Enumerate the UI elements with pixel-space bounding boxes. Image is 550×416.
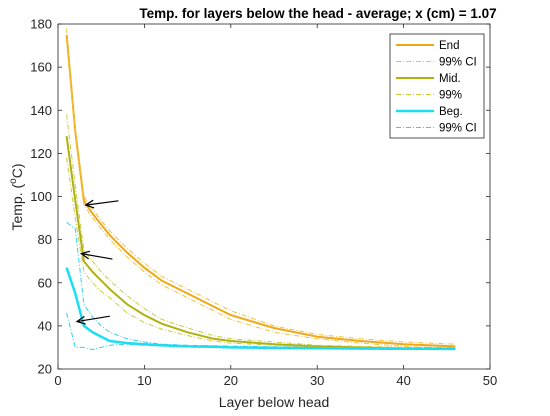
y-tick-label-3: 80 [38,232,52,247]
x-tick-label-2: 20 [224,373,238,388]
legend-item-2: Mid. [396,73,461,85]
legend-label-0: End [439,40,459,52]
y-tick-label-6: 140 [30,103,52,118]
legend-item-0: End [396,40,459,52]
x-tick-label-3: 30 [310,373,324,388]
series-line-0 [65,34,456,348]
annotation-group [75,199,119,325]
y-axis-label-prefix: Temp. ( [9,184,25,231]
legend-item-3: 99% [396,90,462,102]
legend-label-5: 99% CI [439,123,477,135]
annotation-arrow-2 [75,315,110,325]
y-tick-label-7: 160 [30,60,52,75]
legend-label-2: Mid. [439,73,461,85]
legend-items: End 99% CI Mid. 99% Beg. 99% CI [396,40,477,135]
y-tick-label-2: 60 [38,275,52,290]
series-line-3 [65,135,456,350]
series-line-8 [66,312,456,351]
legend-item-1: 99% CI [396,57,477,69]
annotation-arrow-0 [84,199,119,209]
y-tick-label-4: 100 [30,189,52,204]
series-line-2 [66,41,456,349]
x-axis-ticks: 0 10 20 30 40 50 [54,24,497,388]
y-tick-label-1: 40 [38,318,52,333]
legend-label-4: Beg. [439,106,463,118]
y-axis-label-superscript: o [8,178,19,184]
y-tick-label-0: 20 [38,362,52,377]
legend: End 99% CI Mid. 99% Beg. 99% CI [389,33,485,139]
legend-item-5: 99% CI [396,123,477,135]
legend-item-4: Beg. [396,106,463,118]
legend-box [389,33,485,139]
series-line-6 [65,267,456,351]
chart-title: Temp. for layers below the head - averag… [139,6,496,21]
legend-label-3: 99% [439,90,462,102]
y-tick-label-8: 180 [30,17,52,32]
series-line-4 [66,114,456,348]
x-tick-label-5: 50 [483,373,497,388]
legend-label-1: 99% CI [439,57,477,69]
y-axis-ticks: 20 40 60 80 100 120 140 160 180 [30,17,490,377]
x-tick-label-1: 10 [137,373,151,388]
x-axis-label: Layer below head [219,394,330,410]
x-tick-label-4: 40 [396,373,410,388]
x-tick-label-0: 0 [54,373,61,388]
y-axis-label: Temp. (oC) [8,163,25,230]
y-tick-label-5: 120 [30,146,52,161]
series-group [65,28,456,351]
series-line-5 [66,157,456,351]
series-line-1 [66,28,456,345]
annotation-arrow-1 [79,250,113,260]
series-line-7 [66,221,456,349]
y-axis-label-suffix: C) [9,163,25,178]
